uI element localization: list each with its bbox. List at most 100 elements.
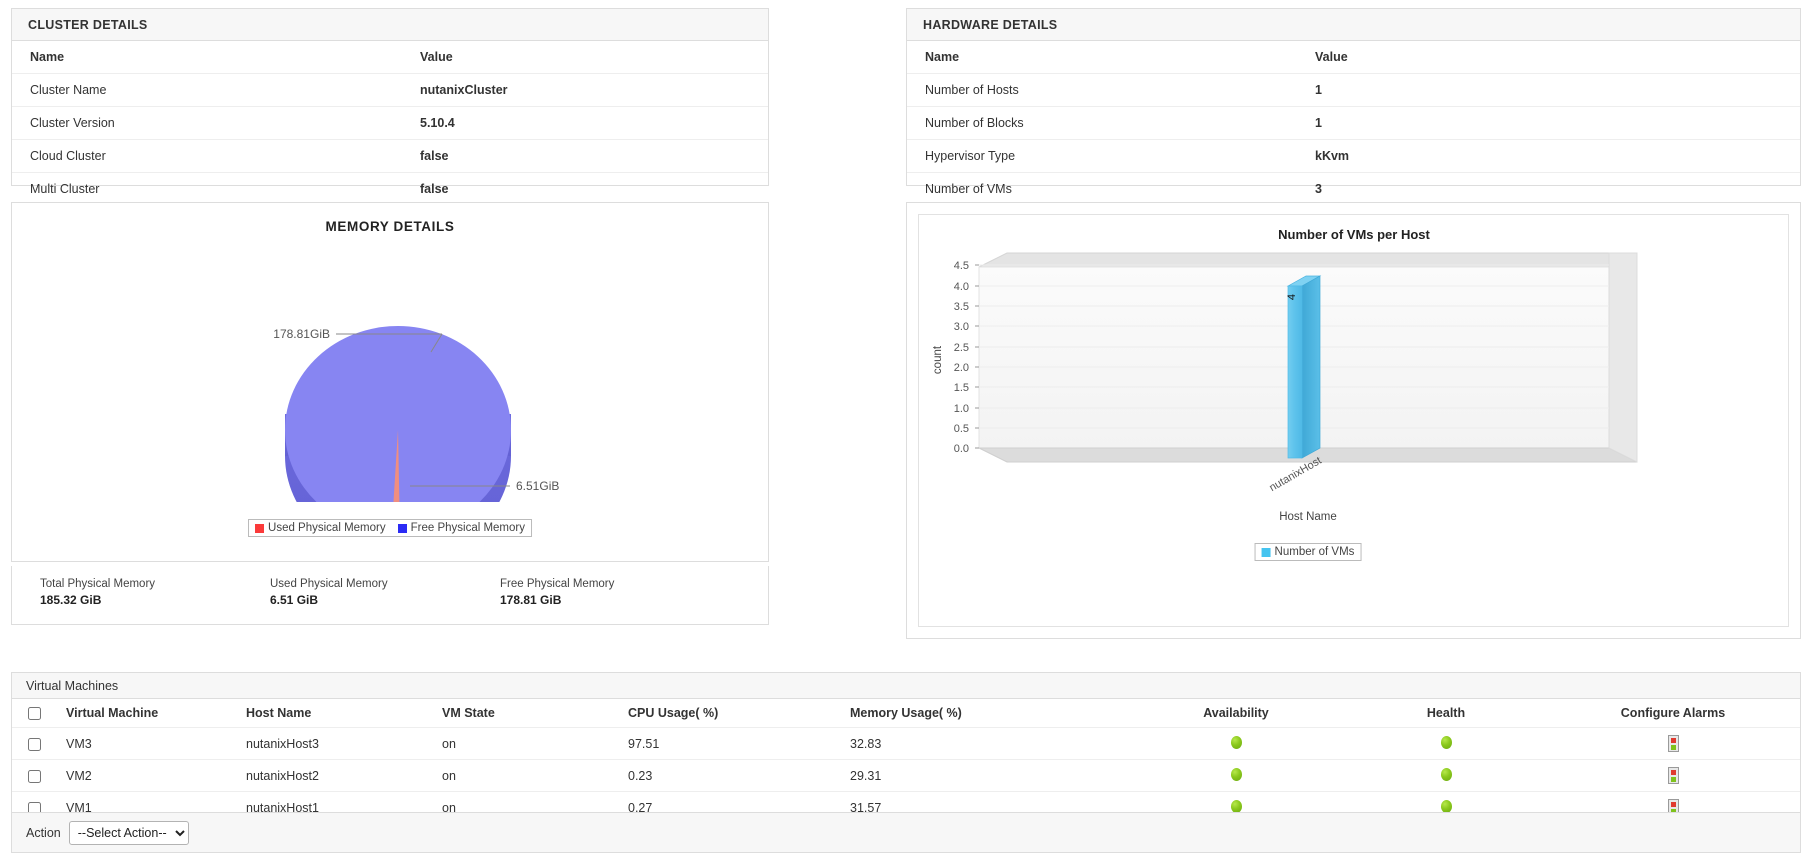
column-header-name: Name <box>12 41 402 74</box>
memory-pie-svg: 178.81GiB 6.51GiB <box>273 326 559 560</box>
health-status-icon <box>1440 767 1452 781</box>
column-header-cpu-usage: CPU Usage( %) <box>624 699 846 729</box>
select-all-checkbox[interactable] <box>27 707 41 721</box>
column-header-virtual-machine: Virtual Machine <box>56 699 242 729</box>
cell-virtual-machine: VM2 <box>56 759 242 793</box>
stat-free-physical-memory: Free Physical Memory 178.81 GiB <box>500 576 730 624</box>
memory-stats-footer: Total Physical Memory 185.32 GiB Used Ph… <box>11 566 769 625</box>
bar-data-label: 4 <box>1286 294 1298 300</box>
cell-virtual-machine: VM3 <box>56 727 242 761</box>
column-header-value: Value <box>1297 41 1800 74</box>
ytick-3: 1.5 <box>954 382 969 394</box>
cell-host-name: nutanixHost3 <box>242 727 438 761</box>
bar-chart-title: Number of VMs per Host <box>1278 227 1430 242</box>
ytick-6: 3.0 <box>954 321 969 333</box>
row-value: 1 <box>1297 106 1800 140</box>
row-select-checkbox[interactable] <box>27 737 41 751</box>
row-label: Cluster Name <box>12 73 402 107</box>
cluster-details-header: CLUSTER DETAILS <box>12 9 768 41</box>
hardware-details-table: Name Value Number of Hosts 1 Number of B… <box>907 41 1800 205</box>
column-header-health: Health <box>1346 699 1546 729</box>
cell-cpu-usage: 0.23 <box>624 759 846 793</box>
stat-label: Free Physical Memory <box>500 578 615 590</box>
action-select[interactable]: --Select Action-- <box>68 820 189 845</box>
row-value: 3 <box>1315 182 1322 196</box>
action-label: Action <box>26 825 61 840</box>
row-select-checkbox[interactable] <box>27 769 41 783</box>
column-header-availability: Availability <box>1126 699 1346 729</box>
cell-cpu-usage: 97.51 <box>624 727 846 761</box>
ytick-8: 4.0 <box>954 281 969 293</box>
row-label: Number of Blocks <box>907 106 1297 140</box>
virtual-machines-panel: Virtual Machines Virtual Machine Host Na… <box>11 672 1801 853</box>
cell-host-name: nutanixHost2 <box>242 759 438 793</box>
availability-status-icon <box>1230 735 1242 749</box>
row-select-cell <box>12 759 56 793</box>
cell-health <box>1346 727 1546 761</box>
table-header-row: Virtual Machine Host Name VM State CPU U… <box>12 699 1800 729</box>
table-row: Number of Hosts 1 <box>907 73 1800 107</box>
ytick-5: 2.5 <box>954 342 969 354</box>
availability-status-icon <box>1230 767 1242 781</box>
select-all-header <box>12 699 56 729</box>
ytick-0: 0.0 <box>954 443 969 455</box>
column-header-vm-state: VM State <box>438 699 624 729</box>
cell-configure-alarms[interactable] <box>1546 759 1800 793</box>
table-row: Cluster Version 5.10.4 <box>12 106 768 140</box>
row-label: Hypervisor Type <box>907 139 1297 173</box>
virtual-machines-table: Virtual Machine Host Name VM State CPU U… <box>12 699 1800 825</box>
vms-per-host-chart: Number of VMs per Host <box>918 214 1789 627</box>
column-header-name: Name <box>907 41 1297 74</box>
stat-value: 6.51 GiB <box>270 593 319 607</box>
row-value: 1 <box>1297 73 1800 107</box>
legend-swatch-used-icon <box>255 523 265 533</box>
legend-label-free: Free Physical Memory <box>410 522 525 534</box>
hardware-details-panel: HARDWARE DETAILS Name Value Number of Ho… <box>906 8 1801 196</box>
stat-value: 178.81 GiB <box>500 593 562 607</box>
memory-pie-chart: 178.81GiB 6.51GiB Used Physical Memory F… <box>12 234 768 560</box>
pie-label-free: 178.81GiB <box>273 327 330 341</box>
cell-configure-alarms[interactable] <box>1546 727 1800 761</box>
health-status-icon <box>1440 799 1452 813</box>
stat-used-physical-memory: Used Physical Memory 6.51 GiB <box>270 576 500 624</box>
legend-label-used: Used Physical Memory <box>268 522 386 534</box>
stat-total-physical-memory: Total Physical Memory 185.32 GiB <box>40 576 270 624</box>
memory-chart-title: MEMORY DETAILS <box>325 219 455 234</box>
row-value: false <box>402 139 768 173</box>
row-value: 5.10.4 <box>402 106 768 140</box>
memory-chart-legend: Used Physical Memory Free Physical Memor… <box>248 519 532 537</box>
cell-vm-state: on <box>438 759 624 793</box>
vms-per-host-svg: Number of VMs per Host <box>932 227 1638 523</box>
column-header-memory-usage: Memory Usage( %) <box>846 699 1126 729</box>
cluster-details-panel: CLUSTER DETAILS Name Value Cluster Name … <box>11 8 769 196</box>
cell-availability <box>1126 759 1346 793</box>
bar-chart-legend: Number of VMs <box>1254 543 1362 561</box>
row-value: nutanixCluster <box>402 73 768 107</box>
ytick-2: 1.0 <box>954 403 969 415</box>
configure-alarms-icon[interactable] <box>1667 767 1679 785</box>
configure-alarms-icon[interactable] <box>1667 735 1679 753</box>
table-row: Number of Blocks 1 <box>907 106 1800 140</box>
row-select-checkbox[interactable] <box>27 801 41 815</box>
row-label: Cluster Version <box>12 106 402 140</box>
bar-nutanixhost[interactable] <box>1286 275 1322 459</box>
row-label: Cloud Cluster <box>12 139 402 173</box>
cell-vm-state: on <box>438 727 624 761</box>
ytick-1: 0.5 <box>954 423 969 435</box>
column-header-value: Value <box>402 41 768 74</box>
memory-details-panel: MEMORY DETAILS <box>11 202 769 562</box>
cell-memory-usage: 32.83 <box>846 727 1126 761</box>
cluster-details-table: Name Value Cluster Name nutanixCluster C… <box>12 41 768 205</box>
ytick-7: 3.5 <box>954 301 969 313</box>
table-row: Hypervisor Type kKvm <box>907 139 1800 173</box>
legend-item-used: Used Physical Memory <box>255 522 386 534</box>
hardware-details-title: HARDWARE DETAILS <box>923 17 1058 32</box>
vms-per-host-panel: Number of VMs per Host <box>906 202 1801 639</box>
stat-value: 185.32 GiB <box>40 593 102 607</box>
health-status-icon <box>1440 735 1452 749</box>
table-row: Number of VMs 3 <box>907 173 1800 206</box>
legend-swatch-free-icon <box>397 523 407 533</box>
legend-label-number-of-vms: Number of VMs <box>1274 546 1355 558</box>
column-header-host-name: Host Name <box>242 699 438 729</box>
table-row: Cluster Name nutanixCluster <box>12 73 768 107</box>
